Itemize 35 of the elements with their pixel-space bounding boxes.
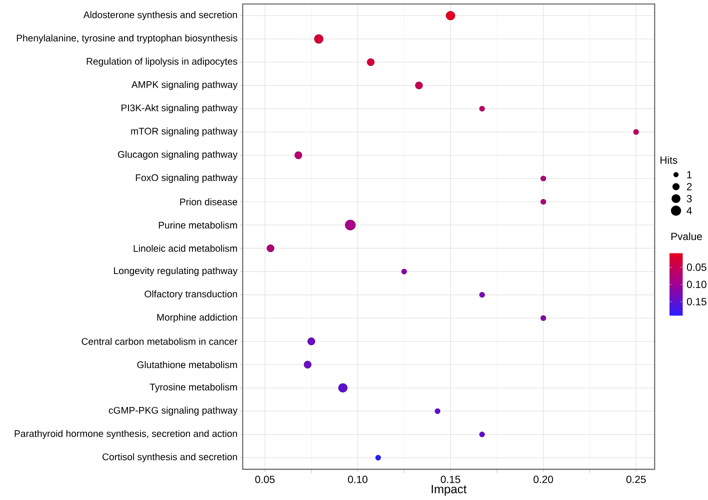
y-tick-label: Glutathione metabolism	[137, 361, 237, 368]
x-tick-label: 0.05	[255, 476, 275, 484]
color-bar-label: 0.10	[686, 280, 706, 288]
y-tick-label: PI3K-Akt signaling pathway	[122, 104, 238, 114]
y-tick-label: Olfactory transduction	[144, 290, 237, 300]
x-tick-label: 0.15	[440, 476, 460, 484]
legend-title: Hits	[660, 156, 678, 164]
legend-label: 4	[686, 207, 692, 214]
legend-label: 2	[686, 183, 692, 190]
y-tick-label: cGMP-PKG signaling pathway	[108, 406, 238, 416]
x-tick-label: 0.25	[626, 476, 646, 484]
y-tick-label: Tyrosine metabolism	[150, 383, 237, 392]
x-tick-label: 0.20	[534, 476, 554, 484]
y-tick-label: Purine metabolism	[158, 221, 237, 229]
color-bar-title: Pvalue	[671, 232, 702, 240]
y-tick-label: Central carbon metabolism in cancer	[82, 338, 238, 345]
y-tick-label: AMPK signaling pathway	[131, 80, 238, 90]
y-tick-label: Phenylalanine, tyrosine and tryptophan biosynthesis	[16, 34, 238, 44]
color-bar-label: 0.15	[686, 298, 706, 306]
y-tick-label: FoxO signaling pathway	[136, 174, 238, 183]
legend-label: 3	[686, 194, 692, 202]
y-tick-label: Parathyroid hormone synthesis, secretion and action	[14, 430, 237, 439]
y-tick-label: mTOR signaling pathway	[131, 127, 238, 136]
legend-label: 1	[687, 171, 692, 178]
y-tick-label: Glucagon signaling pathway	[118, 150, 238, 160]
x-tick-label: 0.10	[348, 476, 368, 484]
x-axis-title: Impact	[432, 484, 467, 496]
y-tick-label: Longevity regulating pathway	[114, 267, 238, 276]
y-tick-label: Cortisol synthesis and secretion	[102, 453, 237, 462]
y-tick-label: Morphine addiction	[157, 314, 237, 323]
y-tick-label: Prion disease	[180, 198, 238, 206]
y-tick-label: Regulation of lipolysis in adipocytes	[86, 58, 238, 67]
color-bar-label: 0.05	[686, 264, 706, 271]
y-tick-label: Aldosterone synthesis and secretion	[83, 11, 237, 20]
y-tick-label: Linoleic acid metabolism	[134, 244, 237, 252]
